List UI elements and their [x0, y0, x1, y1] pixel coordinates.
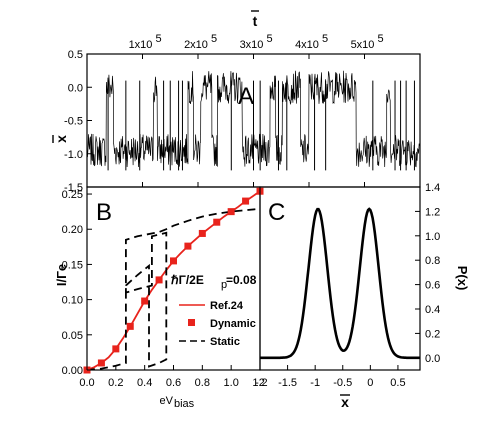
panel-c-x-tick-label: -1.5 — [278, 377, 297, 389]
panel-a-x-tick-exponent: 5 — [322, 33, 328, 45]
panel-b-x-tick-label: 0.6 — [166, 377, 181, 389]
panel-c-y-tick-label: 1.2 — [425, 206, 440, 218]
panel-a-trace — [86, 70, 420, 171]
panel-c-y-tick-label: 0.6 — [425, 280, 440, 292]
panel-a-x-tick-exponent: 5 — [378, 33, 384, 45]
panel-b-y-tick-label: 0.10 — [62, 295, 83, 307]
legend-ref24-label: Ref.24 — [210, 300, 244, 312]
panel-b-letter: B — [96, 199, 112, 226]
legend-dynamic-label: Dynamic — [210, 318, 256, 330]
panel-a-x-tick-exponent: 5 — [211, 33, 217, 45]
dynamic-point — [170, 257, 177, 265]
panel-a-y-tick-label: -1.5 — [64, 182, 83, 194]
panel-b-y-ticks: 0.00 0.05 0.10 0.15 0.20 0.25 — [62, 189, 92, 377]
panel-a: 1x10 5 2x10 5 3x10 5 4x10 5 5x10 5 0.50.0-0.5-1.0… — [52, 10, 421, 194]
panel-b-ylabel: I/Γe — [54, 264, 69, 286]
panel-c-ylabel: P(x) — [455, 266, 470, 291]
annotation-sub: p — [221, 279, 227, 291]
dynamic-point — [155, 276, 163, 284]
dynamic-point — [141, 297, 149, 305]
panel-a-x-tick-label: 5x10 — [351, 39, 375, 51]
panel-a-xlabel: t — [253, 13, 258, 29]
panel-a-x-tick-label: 4x10 — [295, 39, 319, 51]
panel-b-x-tick-label: 0.4 — [137, 377, 152, 389]
legend-dynamic-swatch — [188, 319, 195, 326]
annotation-value: =0.08 — [226, 273, 257, 287]
annotation-main: ℏΓ/2E — [171, 273, 204, 287]
panel-b-y-tick-label: 0.05 — [62, 330, 83, 342]
panel-c-x-tick-label: -1 — [310, 377, 320, 389]
panel-b-x-tick-label: 1.0 — [224, 377, 239, 389]
panel-b-y-tick-label: 0.20 — [62, 224, 83, 236]
panel-c-y-tick-label: 0.0 — [425, 353, 440, 365]
panel-a-x-tick-label: 2x10 — [184, 39, 208, 51]
panel-c-x-tick-label: -2 — [255, 377, 265, 389]
dynamic-point — [242, 197, 250, 205]
panel-a-y-ticks: 0.5 0.0 -0.5 -1.0 -1.5 — [64, 49, 92, 194]
dynamic-point — [198, 229, 206, 237]
legend-static-label: Static — [210, 336, 240, 348]
panel-a-x-tick-exponent: 5 — [156, 33, 162, 45]
panel-a-x-tick-label: 3x10 — [240, 39, 264, 51]
panel-b-y-tick-label: 0.25 — [62, 189, 83, 201]
probability-curve — [260, 207, 420, 360]
panel-a-y-tick-label: -0.5 — [64, 116, 83, 128]
panel-b: 0.0 0.2 0.4 0.6 0.8 1.0 1.2 0.000.050.100.150.… — [54, 186, 268, 410]
panel-b-xlabel-sub: bias — [174, 398, 195, 410]
panel-a-y-tick-label: 0.5 — [68, 49, 83, 61]
panel-a-letter: A — [238, 83, 254, 110]
panel-b-y-tick-label: 0.00 — [62, 365, 83, 377]
static-curve — [86, 207, 261, 371]
dynamic-point — [227, 208, 235, 216]
panel-b-xlabel: eV — [160, 395, 174, 407]
dynamic-point — [213, 218, 221, 226]
panel-c-y-tick-label: 0.8 — [425, 255, 440, 267]
dynamic-point — [126, 322, 134, 330]
panel-c-y-tick-label: 0.2 — [425, 328, 440, 340]
panel-b-x-tick-label: 0.2 — [108, 377, 123, 389]
panel-c: -2 -1.5 -1 -0.5 0 0.5 0.0 0.2 0.4 0.6 0.8 1.0 1.2 1.… — [255, 182, 470, 410]
panel-b-legend: Ref.24 Dynamic Static — [179, 300, 256, 348]
panel-c-y-tick-label: 1.0 — [425, 231, 440, 243]
dynamic-point — [112, 345, 120, 353]
panel-a-x-tick-label: 1x10 — [129, 39, 153, 51]
panel-c-xlabel: x — [341, 394, 349, 410]
panel-c-curve — [260, 207, 420, 360]
panel-c-x-tick-label: 0 — [367, 377, 373, 389]
dynamic-point — [97, 359, 105, 367]
panel-a-x-tick-exponent: 5 — [267, 33, 273, 45]
panel-a-ylabel: x — [53, 135, 69, 143]
panel-b-x-tick-label: 0.0 — [79, 377, 94, 389]
panel-c-x-tick-label: 0.5 — [390, 377, 405, 389]
panel-b-x-ticks: 0.0 0.2 0.4 0.6 0.8 1.0 1.2 — [79, 365, 268, 389]
panel-a-x-ticks: 1x10 5 2x10 5 3x10 5 4x10 5 5x10 5 — [129, 33, 384, 187]
panel-b-y-tick-label: 0.15 — [62, 259, 83, 271]
panel-c-y-tick-label: 1.4 — [425, 182, 440, 194]
panel-c-frame — [259, 186, 421, 371]
panel-b-annotation: ℏΓ/2E p =0.08 — [171, 273, 257, 291]
panel-c-x-ticks: -2 -1.5 -1 -0.5 0 0.5 — [255, 365, 406, 389]
panel-c-letter: C — [268, 199, 285, 226]
panel-c-x-tick-label: -0.5 — [333, 377, 352, 389]
panel-c-y-tick-label: 0.4 — [425, 304, 440, 316]
panel-a-y-tick-label: -1.0 — [64, 149, 83, 161]
dynamic-point — [184, 242, 192, 250]
panel-b-x-tick-label: 1.2 — [252, 377, 267, 389]
panel-b-x-tick-label: 0.8 — [195, 377, 210, 389]
panel-c-y-ticks: 0.0 0.2 0.4 0.6 0.8 1.0 1.2 1.4 — [415, 182, 440, 365]
panel-a-y-tick-label: 0.0 — [68, 82, 83, 94]
